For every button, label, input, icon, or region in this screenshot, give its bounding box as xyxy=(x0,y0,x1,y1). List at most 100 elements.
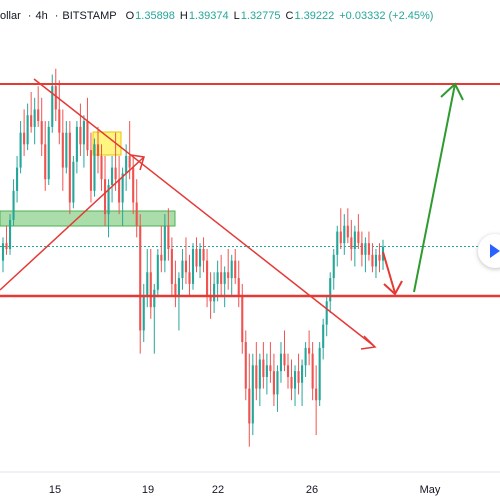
candle xyxy=(213,272,216,313)
candle-body xyxy=(75,126,78,162)
candle-body xyxy=(163,225,166,261)
candle xyxy=(293,365,297,407)
target-arrow[interactable] xyxy=(413,83,456,293)
candle xyxy=(177,272,180,331)
candle xyxy=(371,243,374,273)
candle-body xyxy=(153,289,156,308)
candle xyxy=(195,237,198,273)
candle-body xyxy=(378,254,381,261)
candle xyxy=(111,155,114,203)
candle-body xyxy=(149,272,152,308)
downtrend-line[interactable] xyxy=(33,78,375,347)
candle-body xyxy=(100,155,103,180)
candle xyxy=(139,214,142,354)
candle xyxy=(37,86,40,127)
candle-body xyxy=(1,243,5,261)
candle xyxy=(8,214,12,255)
uptrend-line[interactable] xyxy=(0,156,145,291)
candle-body xyxy=(103,179,107,215)
candle-body xyxy=(118,179,121,203)
x-tick-label: 19 xyxy=(142,484,154,496)
candle-body xyxy=(30,115,33,127)
candle xyxy=(107,179,110,238)
candle-body xyxy=(290,376,293,389)
candle xyxy=(19,121,22,174)
candle xyxy=(262,342,265,389)
candle-body xyxy=(170,249,173,284)
candle-body xyxy=(216,272,219,284)
pullback-arrow[interactable] xyxy=(382,251,396,294)
candle-body xyxy=(37,109,40,122)
x-tick-label: 15 xyxy=(49,484,61,496)
candle xyxy=(353,225,356,267)
candle-body xyxy=(167,225,170,249)
candle xyxy=(23,109,26,156)
candle xyxy=(146,249,149,308)
candle xyxy=(346,208,349,244)
candle xyxy=(311,342,314,401)
candle-body xyxy=(241,295,244,343)
candle-body xyxy=(33,109,36,127)
candle-body xyxy=(19,132,22,168)
high-value: 1.39374 xyxy=(188,10,229,22)
candle-body xyxy=(322,324,325,348)
candle-body xyxy=(177,278,180,296)
candle xyxy=(322,318,325,360)
candle-body xyxy=(195,249,198,267)
candle-body xyxy=(258,359,261,389)
replay-button[interactable] xyxy=(478,234,500,268)
candle-body xyxy=(61,132,64,168)
candle-body xyxy=(343,225,346,244)
candle xyxy=(188,254,191,296)
candle-body xyxy=(128,155,131,168)
close-value: 1.39222 xyxy=(294,10,335,22)
candle xyxy=(96,126,100,174)
candle xyxy=(269,342,272,383)
candle-body xyxy=(251,365,254,424)
candle-body xyxy=(96,144,100,156)
candle xyxy=(26,103,29,151)
low-value: 1.32775 xyxy=(240,10,281,22)
candle-body xyxy=(262,359,265,377)
candle-body xyxy=(308,347,311,354)
drawings-layer xyxy=(0,78,500,350)
candle xyxy=(93,138,96,197)
highlight-zone-yellow xyxy=(92,131,122,156)
candle xyxy=(336,225,339,267)
candle xyxy=(227,249,230,290)
candle-body xyxy=(374,254,378,267)
candle-body xyxy=(279,353,283,372)
candle-body xyxy=(304,347,307,366)
candle xyxy=(167,208,170,261)
candle xyxy=(79,103,82,156)
candle xyxy=(364,237,367,273)
candle xyxy=(149,249,152,319)
symbol-name[interactable]: ollar xyxy=(0,10,21,22)
candle-body xyxy=(213,283,216,302)
candle xyxy=(142,283,145,343)
candle-body xyxy=(114,167,117,180)
high-label: H xyxy=(179,10,188,22)
candle xyxy=(202,237,205,273)
candle xyxy=(58,80,61,145)
candle xyxy=(68,121,71,215)
candle-body xyxy=(276,371,279,395)
candle-body xyxy=(360,243,363,255)
candle xyxy=(163,214,166,273)
candle-body xyxy=(339,231,342,244)
candle-body xyxy=(332,254,335,279)
candle xyxy=(343,214,346,255)
candle-body xyxy=(139,225,142,331)
x-tick-label: 22 xyxy=(212,484,224,496)
candle xyxy=(265,353,268,395)
candle-body xyxy=(297,371,300,383)
candle-body xyxy=(121,173,124,203)
candle-body xyxy=(198,249,202,267)
candle-body xyxy=(12,190,15,220)
interval-label[interactable]: 4h xyxy=(35,10,48,22)
candle-body xyxy=(44,144,47,180)
candle-body xyxy=(8,219,12,249)
candle xyxy=(100,144,103,191)
